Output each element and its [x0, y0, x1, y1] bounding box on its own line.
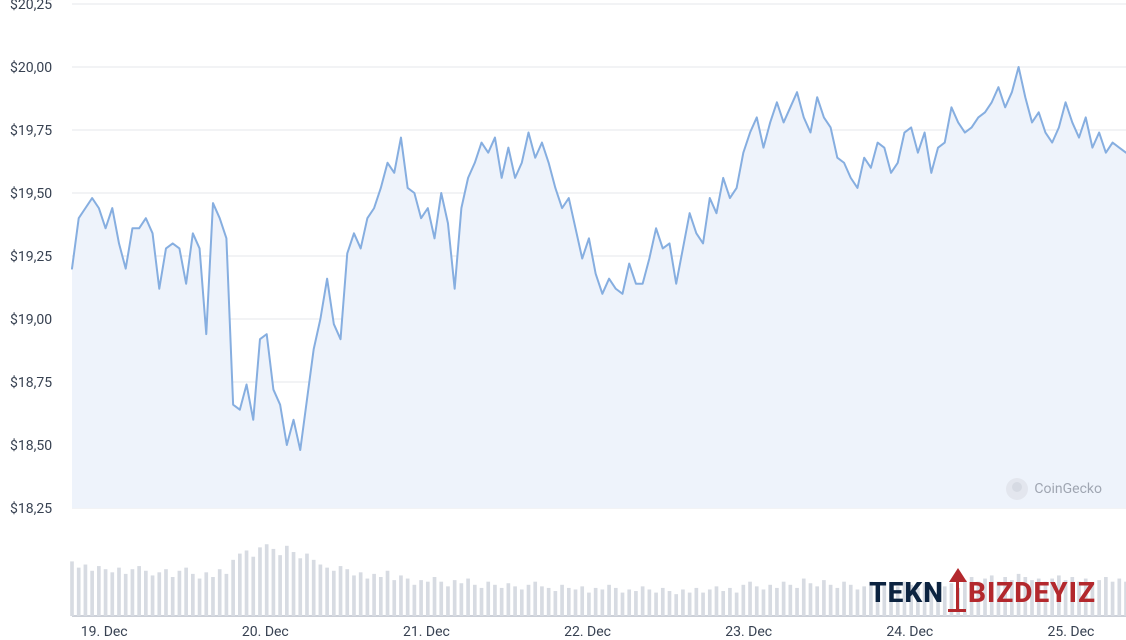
svg-text:$18,75: $18,75	[10, 374, 52, 391]
chart-svg: $20,25 $20,00 $19,75 $19,50 $19,25 $19,00 $18,…	[0, 0, 1126, 640]
svg-text:23. Dec: 23. Dec	[725, 624, 772, 640]
svg-text:20. Dec: 20. Dec	[242, 624, 289, 640]
attribution-watermark: CoinGecko	[1006, 478, 1102, 500]
svg-text:$19,50: $19,50	[10, 185, 52, 202]
logo-part1: TEKN	[869, 576, 944, 609]
svg-text:$19,00: $19,00	[10, 311, 52, 328]
attribution-label: CoinGecko	[1034, 481, 1102, 497]
coingecko-icon	[1006, 478, 1028, 500]
svg-text:19. Dec: 19. Dec	[81, 624, 128, 640]
price-chart: $20,25 $20,00 $19,75 $19,50 $19,25 $19,00 $18,…	[0, 0, 1126, 640]
logo-part2: BIZDEYIZ	[968, 576, 1096, 609]
logo-arrow-icon	[942, 572, 972, 612]
svg-text:25. Dec: 25. Dec	[1048, 624, 1095, 640]
svg-text:$18,25: $18,25	[10, 500, 52, 517]
svg-text:21. Dec: 21. Dec	[403, 624, 450, 640]
svg-text:22. Dec: 22. Dec	[564, 624, 611, 640]
svg-text:24. Dec: 24. Dec	[886, 624, 933, 640]
svg-text:$20,00: $20,00	[10, 59, 52, 76]
svg-text:$19,75: $19,75	[10, 122, 52, 139]
svg-text:$18,50: $18,50	[10, 437, 52, 454]
svg-text:$20,25: $20,25	[10, 0, 52, 13]
site-logo: TEKN BIZDEYIZ	[869, 572, 1096, 612]
svg-text:$19,25: $19,25	[10, 248, 52, 265]
